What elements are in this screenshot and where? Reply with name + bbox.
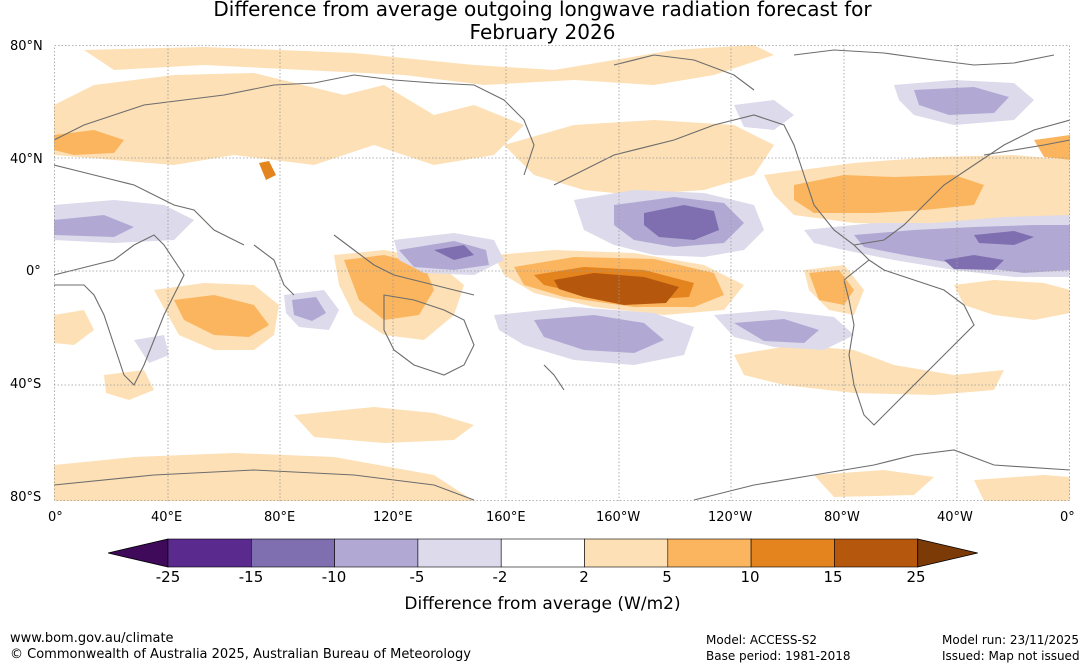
footer-copyright: © Commonwealth of Australia 2025, Austra… — [10, 647, 471, 662]
lon-label-120e: 120°E — [373, 510, 413, 525]
footer-model-run: Model run: 23/11/2025 — [942, 633, 1080, 647]
colorbar-swatch — [667, 538, 752, 568]
olr-anomaly-map — [54, 45, 1070, 501]
map-title-line2: February 2026 — [469, 20, 616, 44]
colorbar-swatch — [251, 538, 335, 568]
lat-label-40n: 40°N — [10, 152, 43, 167]
colorbar-swatch — [750, 538, 835, 568]
colorbar-swatch — [334, 538, 419, 568]
colorbar-tick-minus5: -5 — [409, 568, 425, 586]
colorbar-tick-10: 10 — [740, 568, 760, 586]
colorbar-tick-5: 5 — [662, 568, 672, 586]
footer-url[interactable]: www.bom.gov.au/climate — [10, 631, 174, 646]
colorbar-tick-25: 25 — [906, 568, 926, 586]
gridlines — [54, 45, 1070, 501]
lon-label-0-left: 0° — [48, 510, 63, 525]
lon-label-160w: 160°W — [596, 510, 641, 525]
colorbar-tick-minus15: -15 — [238, 568, 264, 586]
colorbar-label: Difference from average (W/m2) — [404, 594, 681, 614]
lon-label-120w: 120°W — [708, 510, 753, 525]
colorbar-swatch — [500, 538, 585, 568]
colorbar-tick-15: 15 — [823, 568, 843, 586]
lon-label-80e: 80°E — [264, 510, 296, 525]
lat-label-40s: 40°S — [10, 377, 42, 392]
colorbar — [108, 538, 978, 568]
positive-anomaly-very-strong — [554, 273, 679, 305]
lon-label-40w: 40°W — [937, 510, 973, 525]
lat-label-0: 0° — [26, 264, 41, 279]
map-frame — [54, 45, 1070, 501]
colorbar-tick-2: 2 — [579, 568, 589, 586]
lon-label-0-right: 0° — [1060, 510, 1075, 525]
colorbar-extend-low — [108, 538, 169, 568]
lat-label-80s: 80°S — [10, 490, 42, 505]
negative-anomaly-strong — [434, 205, 1034, 270]
colorbar-tick-minus2: -2 — [492, 568, 508, 586]
colorbar-swatch — [584, 538, 669, 568]
colorbar-swatch — [417, 538, 502, 568]
footer-model: Model: ACCESS-S2 — [706, 633, 818, 647]
footer-base-period: Base period: 1981-2018 — [706, 649, 851, 663]
colorbar-extend-high — [917, 538, 978, 568]
lon-label-40e: 40°E — [151, 510, 183, 525]
colorbar-swatch — [834, 538, 919, 568]
footer-issued: Issued: Map not issued — [942, 649, 1080, 663]
lon-label-160e: 160°E — [486, 510, 526, 525]
coastlines — [54, 49, 1070, 501]
colorbar-tick-minus25: -25 — [155, 568, 181, 586]
colorbar-tick-minus10: -10 — [321, 568, 347, 586]
lon-label-80w: 80°W — [824, 510, 860, 525]
lat-label-80n: 80°N — [10, 39, 43, 54]
map-title-line1: Difference from average outgoing longwav… — [213, 0, 872, 21]
colorbar-swatch — [167, 538, 252, 568]
